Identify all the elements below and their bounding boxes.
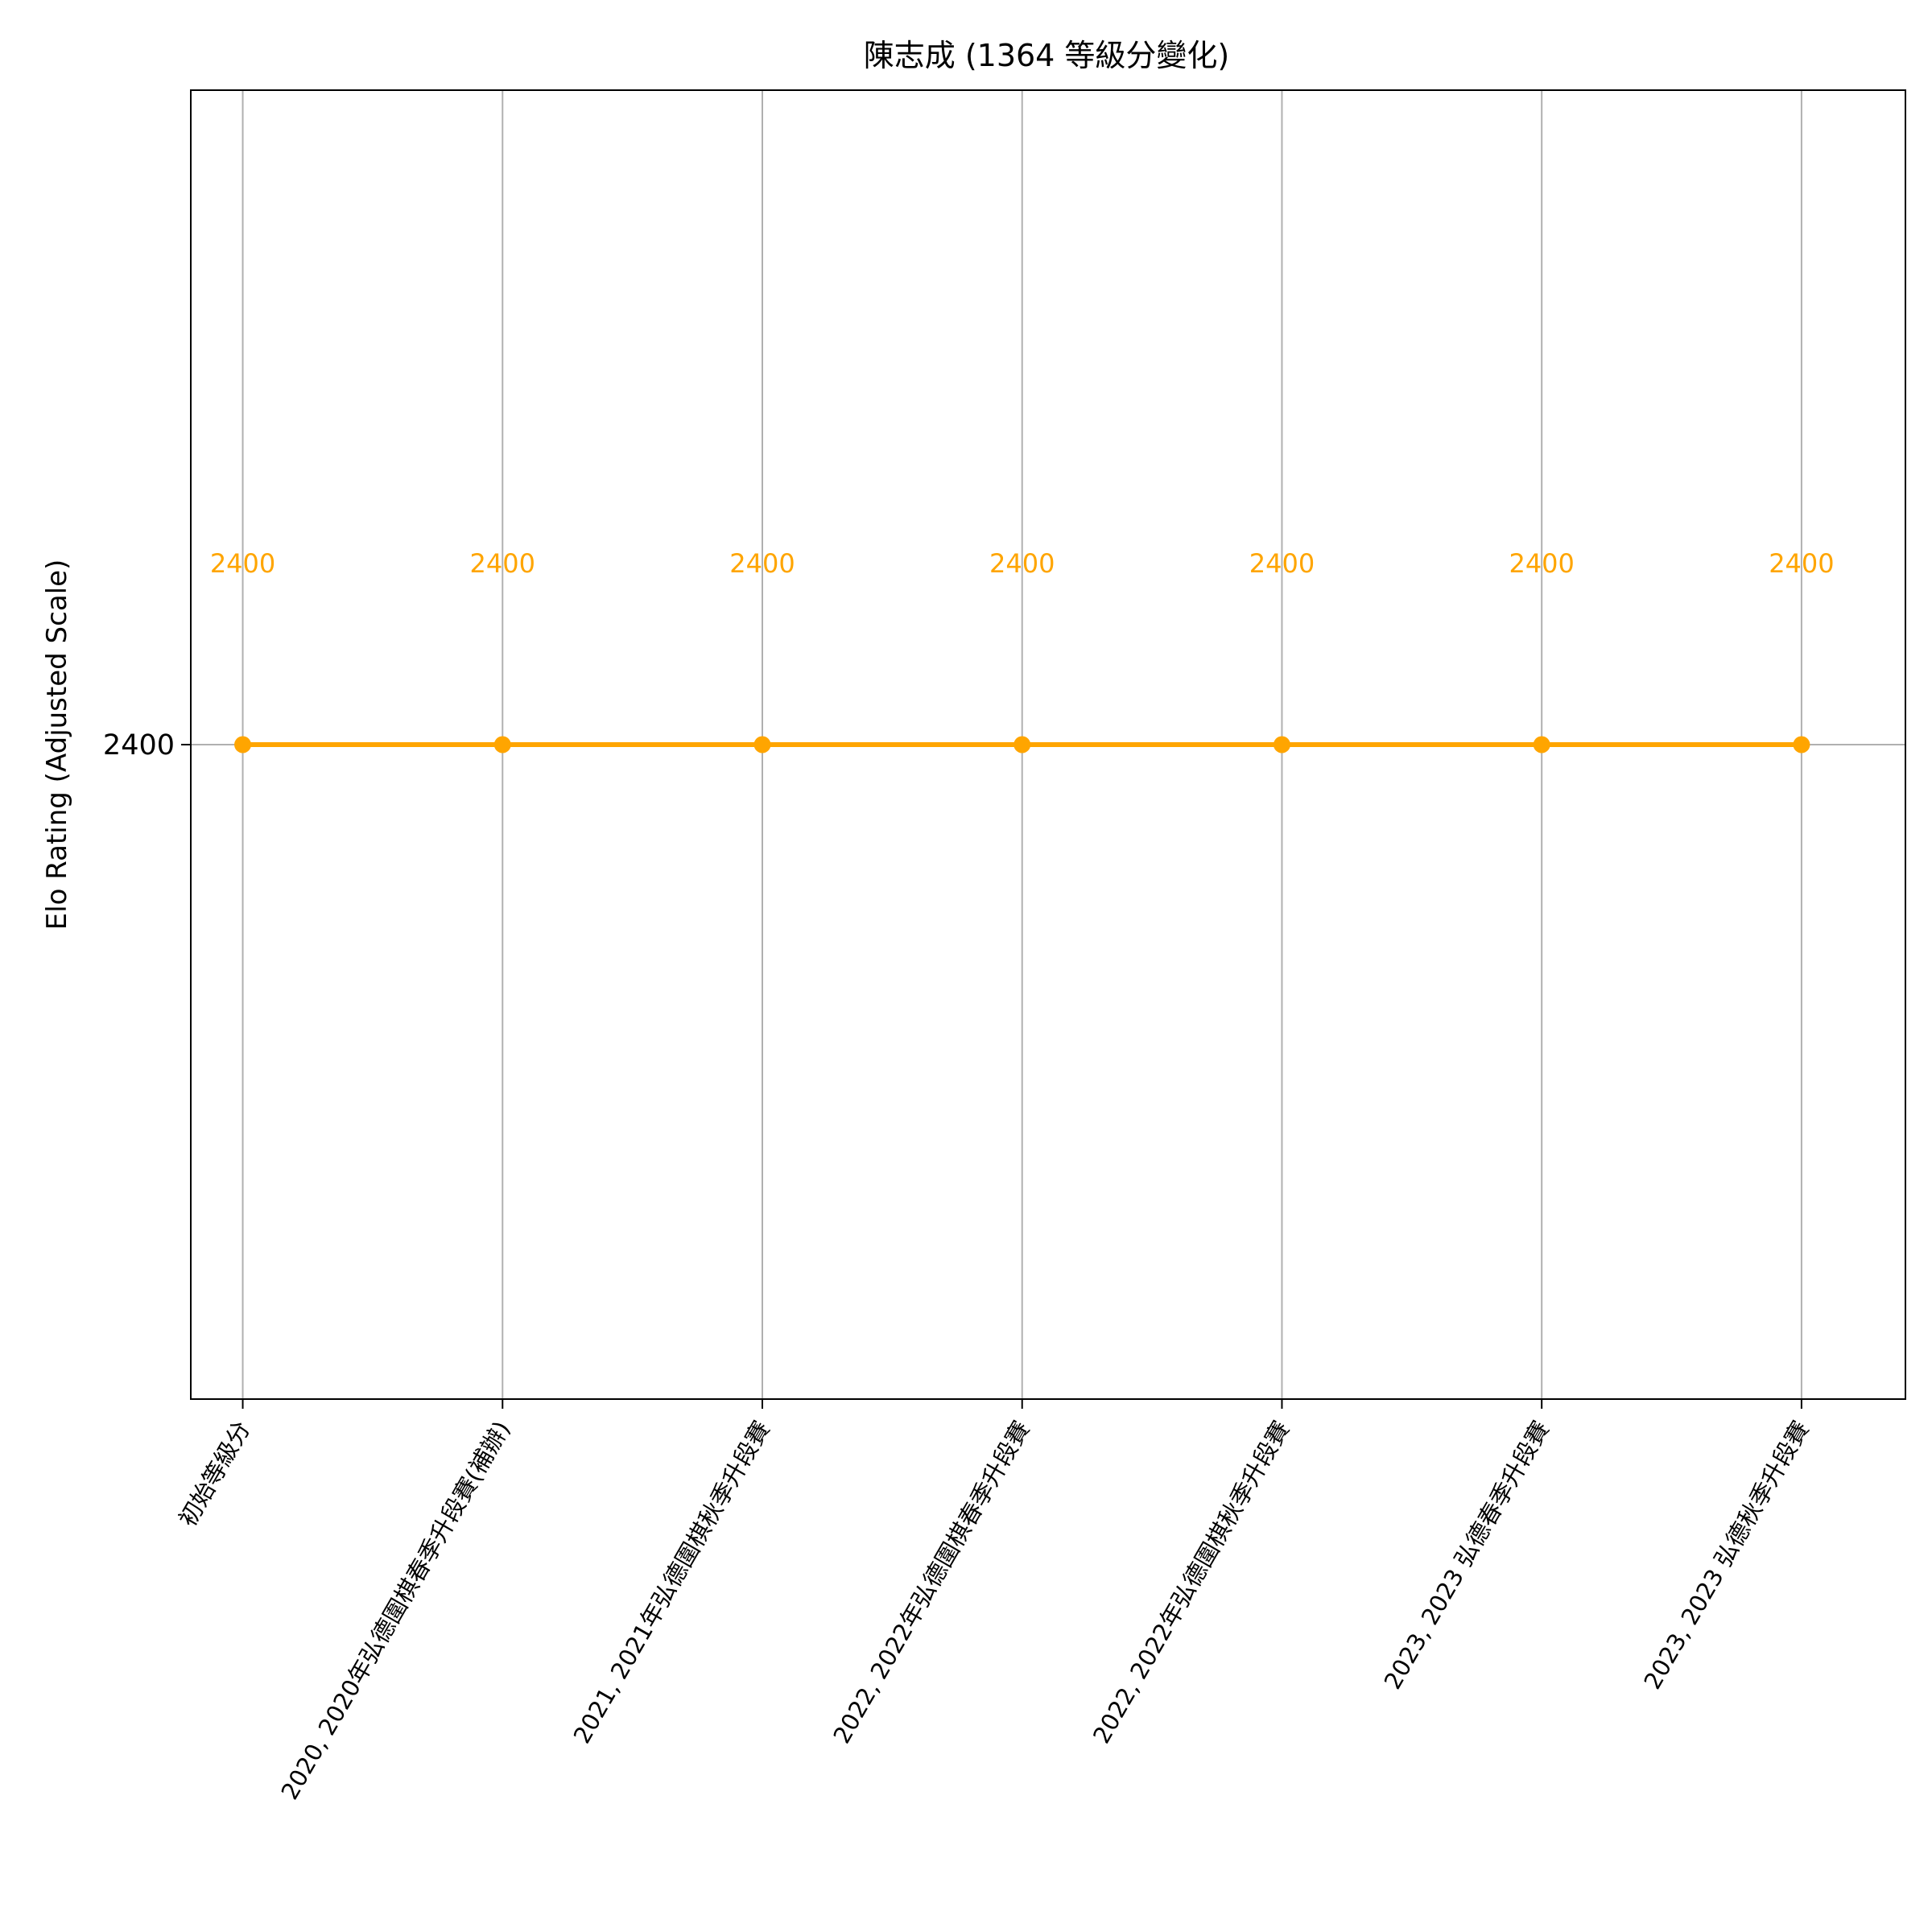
series-rating — [234, 736, 1810, 753]
data-label: 2400 — [1769, 548, 1834, 579]
chart-title: 陳志成 (1364 等級分變化) — [864, 38, 1230, 73]
data-point — [1533, 736, 1550, 753]
data-label: 2400 — [210, 548, 275, 579]
data-point — [1013, 736, 1031, 753]
y-axis-label: Elo Rating (Adjusted Scale) — [41, 559, 73, 931]
y-tick-label: 2400 — [103, 729, 175, 762]
data-point — [753, 736, 771, 753]
data-labels: 2400 2400 2400 2400 2400 2400 2400 — [210, 548, 1835, 579]
data-label: 2400 — [729, 548, 795, 579]
data-label: 2400 — [470, 548, 535, 579]
data-point — [493, 736, 511, 753]
data-label: 2400 — [1249, 548, 1315, 579]
data-point — [1273, 736, 1290, 753]
data-point — [1793, 736, 1810, 753]
data-label: 2400 — [1509, 548, 1574, 579]
data-point — [234, 736, 252, 753]
data-label: 2400 — [989, 548, 1055, 579]
y-axis-ticks: 2400 — [103, 729, 191, 762]
